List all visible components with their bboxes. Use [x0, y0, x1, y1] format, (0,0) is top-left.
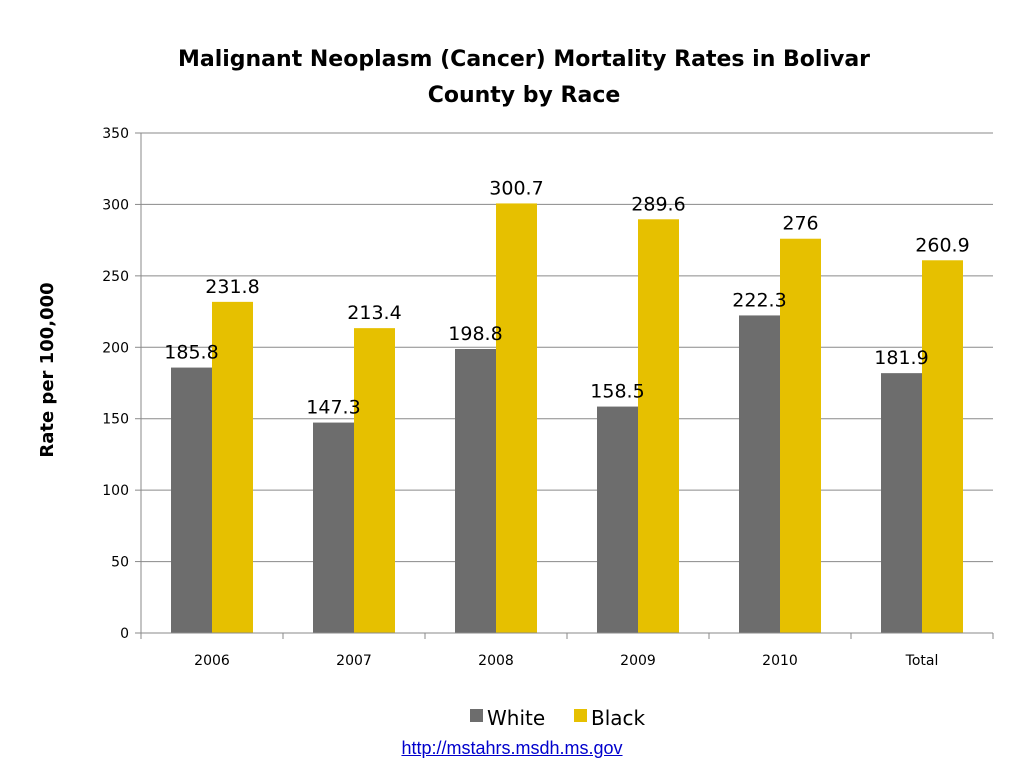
bar-white [455, 349, 496, 633]
data-label-black: 231.8 [205, 276, 259, 298]
bar-black [638, 219, 679, 634]
data-label-black: 260.9 [915, 234, 969, 256]
bar-chart: Malignant Neoplasm (Cancer) Mortality Ra… [37, 47, 994, 730]
x-tick-label: Total [905, 653, 939, 669]
y-tick-label: 150 [102, 412, 129, 428]
y-tick-label: 250 [102, 269, 129, 285]
bar-black [496, 203, 537, 633]
source-link[interactable]: http://mstahrs.msdh.ms.gov [401, 738, 623, 758]
bar-black [212, 301, 253, 633]
data-label-white: 181.9 [874, 347, 928, 369]
data-label-black: 276 [782, 213, 818, 235]
chart-title-line-2: County by Race [428, 83, 621, 108]
legend-swatch-black [574, 709, 587, 722]
y-axis-label: Rate per 100,000 [37, 282, 58, 457]
y-tick-label: 0 [120, 626, 129, 642]
data-label-black: 289.6 [631, 193, 685, 215]
bar-white [313, 422, 354, 633]
legend: White Black [470, 706, 646, 730]
y-tick-label: 200 [102, 340, 129, 356]
chart-title-line-1: Malignant Neoplasm (Cancer) Mortality Ra… [178, 47, 870, 72]
bar-white [597, 406, 638, 633]
data-label-white: 158.5 [590, 381, 644, 403]
legend-label-white: White [487, 706, 545, 730]
legend-swatch-white [470, 709, 483, 722]
data-label-white: 198.8 [448, 323, 502, 345]
x-axis: 2006 2007 2008 2009 2010 Total [140, 632, 994, 669]
bar-black [922, 260, 963, 633]
data-labels: 185.8 231.8 147.3 213.4 198.8 300.7 158.5 289.6… [164, 177, 969, 418]
bar-white [881, 373, 922, 633]
data-label-white: 185.8 [164, 342, 218, 364]
bar-black [354, 328, 395, 633]
y-axis-ticks: 0 50 100 150 200 250 300 350 [102, 126, 142, 642]
y-tick-label: 300 [102, 197, 129, 213]
y-tick-label: 100 [102, 483, 129, 499]
data-label-white: 147.3 [306, 397, 360, 419]
source-link-row: http://mstahrs.msdh.ms.gov [0, 738, 1024, 759]
grid-lines [141, 132, 993, 563]
legend-label-black: Black [591, 706, 646, 730]
data-label-black: 213.4 [347, 302, 401, 324]
y-tick-label: 50 [111, 555, 129, 571]
x-tick-label: 2007 [336, 653, 372, 669]
x-tick-label: 2006 [194, 653, 230, 669]
x-tick-label: 2009 [620, 653, 656, 669]
x-tick-label: 2008 [478, 653, 514, 669]
data-label-black: 300.7 [489, 177, 543, 199]
x-tick-label: 2010 [762, 653, 798, 669]
bar-white [171, 367, 212, 633]
bar-black [780, 238, 821, 633]
data-label-white: 222.3 [732, 289, 786, 311]
y-tick-label: 350 [102, 126, 129, 142]
bars [171, 203, 963, 634]
bar-white [739, 315, 780, 633]
